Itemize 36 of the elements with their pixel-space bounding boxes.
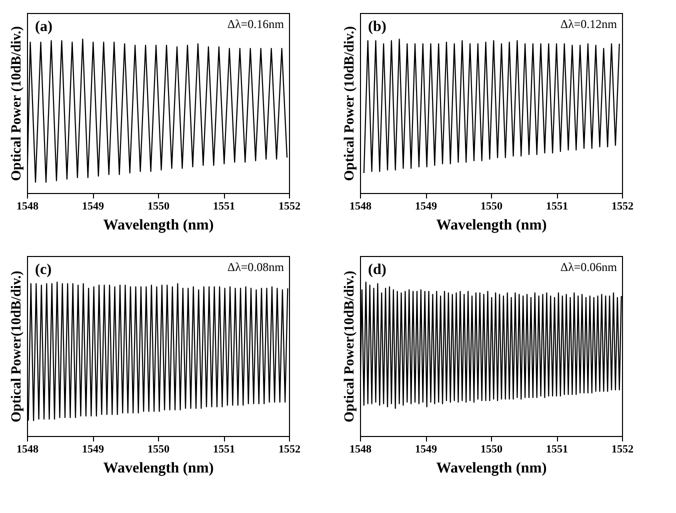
x-tick-label: 1548 <box>16 200 39 212</box>
x-tick-label: 1552 <box>278 200 301 212</box>
text: (c) <box>35 262 52 278</box>
x-axis-title: Wavelength (nm) <box>103 218 214 234</box>
x-tick-label: 1552 <box>612 200 634 212</box>
x-axis-title: Wavelength (nm) <box>436 218 547 234</box>
x-tick-label: 1548 <box>16 444 39 456</box>
x-tick-label: 1551 <box>546 444 568 456</box>
y-axis-title: Optical Power (10dB/div.) <box>10 26 24 181</box>
x-tick-label: 1552 <box>278 444 301 456</box>
y-axis-title: Optical Power(10dB/div.) <box>342 270 358 422</box>
x-tick-label: 1548 <box>350 444 372 456</box>
x-tick-label: 1548 <box>350 200 372 212</box>
x-tick-label: 1549 <box>415 200 438 212</box>
x-axis-title: Wavelength (nm) <box>103 460 214 476</box>
x-tick-label: 1551 <box>213 444 235 456</box>
x-axis-title: Wavelength (nm) <box>436 460 547 476</box>
x-tick-label: 1550 <box>480 200 503 212</box>
text: Δλ=0.08nm <box>227 260 285 274</box>
x-tick-label: 1550 <box>480 444 503 456</box>
text: (d) <box>368 262 386 278</box>
x-tick-label: 1551 <box>546 200 568 212</box>
text: Δλ=0.06nm <box>560 260 618 274</box>
x-tick-label: 1549 <box>82 444 104 456</box>
x-tick-label: 1551 <box>213 200 235 212</box>
y-axis-title: Optical Power (10dB/div.) <box>342 26 358 181</box>
x-tick-label: 1552 <box>612 444 634 456</box>
x-tick-label: 1549 <box>415 444 438 456</box>
text: (b) <box>368 19 386 35</box>
x-tick-label: 1550 <box>148 200 170 212</box>
text: Δλ=0.12nm <box>560 17 618 31</box>
x-tick-label: 1550 <box>148 444 170 456</box>
x-tick-label: 1549 <box>82 200 104 212</box>
text: (a) <box>35 19 52 35</box>
text: Δλ=0.16nm <box>227 17 285 31</box>
y-axis-title: Optical Power(10dB/div.) <box>10 270 24 422</box>
